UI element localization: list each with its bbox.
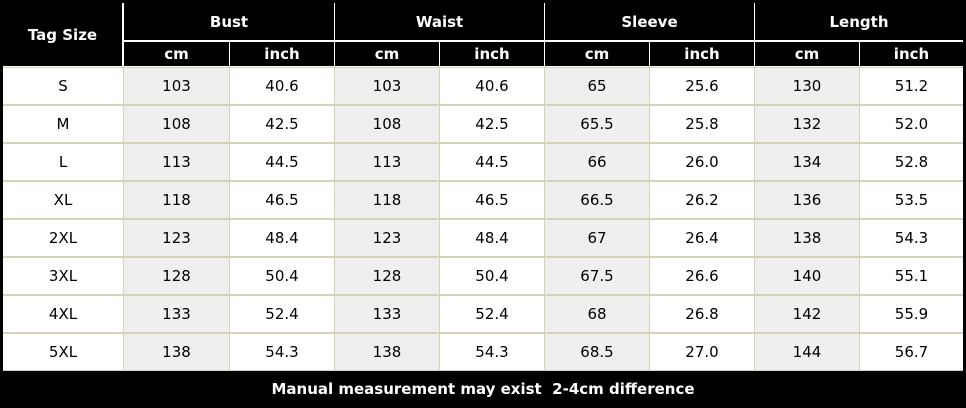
data-cell: 54.3 [860, 220, 963, 256]
data-cell: 26.0 [650, 144, 754, 180]
data-cell: 140 [755, 258, 859, 294]
data-cell: 68 [545, 296, 649, 332]
unit-cell: cm [545, 42, 649, 66]
data-cell: 46.5 [440, 182, 544, 218]
data-cell: 5XL [3, 334, 123, 370]
data-cell: 68.5 [545, 334, 649, 370]
data-cell: 50.4 [440, 258, 544, 294]
data-cell: 52.4 [440, 296, 544, 332]
data-cell: 53.5 [860, 182, 963, 218]
data-cell: 133 [335, 296, 439, 332]
data-cell: 25.6 [650, 68, 754, 104]
header-cell: Length [755, 3, 963, 40]
data-cell: 142 [755, 296, 859, 332]
data-cell: 130 [755, 68, 859, 104]
data-cell: L [3, 144, 123, 180]
data-cell: 67.5 [545, 258, 649, 294]
data-cell: 48.4 [230, 220, 334, 256]
data-cell: 4XL [3, 296, 123, 332]
data-cell: XL [3, 182, 123, 218]
header-cell: Sleeve [545, 3, 754, 40]
data-cell: 26.6 [650, 258, 754, 294]
data-cell: 138 [124, 334, 229, 370]
data-cell: 66 [545, 144, 649, 180]
unit-cell: inch [860, 42, 963, 66]
data-cell: 108 [335, 106, 439, 142]
data-cell: 25.8 [650, 106, 754, 142]
data-cell: 118 [335, 182, 439, 218]
data-cell: 40.6 [230, 68, 334, 104]
data-cell: 138 [335, 334, 439, 370]
data-cell: 52.8 [860, 144, 963, 180]
data-cell: 133 [124, 296, 229, 332]
unit-cell: inch [650, 42, 754, 66]
data-cell: 42.5 [440, 106, 544, 142]
data-cell: 65 [545, 68, 649, 104]
data-cell: S [3, 68, 123, 104]
data-cell: 103 [124, 68, 229, 104]
data-cell: 40.6 [440, 68, 544, 104]
data-cell: 123 [124, 220, 229, 256]
data-cell: 113 [335, 144, 439, 180]
data-cell: 128 [335, 258, 439, 294]
data-cell: 55.9 [860, 296, 963, 332]
data-cell: 42.5 [230, 106, 334, 142]
data-cell: 132 [755, 106, 859, 142]
data-cell: 51.2 [860, 68, 963, 104]
data-cell: 54.3 [440, 334, 544, 370]
data-cell: 26.8 [650, 296, 754, 332]
data-cell: 48.4 [440, 220, 544, 256]
data-cell: 65.5 [545, 106, 649, 142]
data-cell: 66.5 [545, 182, 649, 218]
data-cell: 54.3 [230, 334, 334, 370]
unit-cell: cm [124, 42, 229, 66]
data-cell: 26.2 [650, 182, 754, 218]
unit-cell: cm [335, 42, 439, 66]
footer-note: Manual measurement may exist 2-4cm diffe… [3, 373, 963, 405]
data-cell: 26.4 [650, 220, 754, 256]
data-cell: 136 [755, 182, 859, 218]
data-cell: 52.0 [860, 106, 963, 142]
data-cell: 103 [335, 68, 439, 104]
data-cell: 123 [335, 220, 439, 256]
data-cell: 52.4 [230, 296, 334, 332]
data-cell: 108 [124, 106, 229, 142]
data-cell: 44.5 [230, 144, 334, 180]
data-cell: 44.5 [440, 144, 544, 180]
unit-cell: inch [230, 42, 334, 66]
data-cell: 56.7 [860, 334, 963, 370]
unit-cell: cm [755, 42, 859, 66]
data-cell: 128 [124, 258, 229, 294]
data-cell: 3XL [3, 258, 123, 294]
data-cell: 46.5 [230, 182, 334, 218]
data-cell: 134 [755, 144, 859, 180]
data-cell: 144 [755, 334, 859, 370]
data-cell: 138 [755, 220, 859, 256]
unit-cell: inch [440, 42, 544, 66]
header-cell: Tag Size [3, 3, 122, 66]
data-cell: M [3, 106, 123, 142]
data-cell: 27.0 [650, 334, 754, 370]
data-cell: 50.4 [230, 258, 334, 294]
header-cell: Bust [124, 3, 334, 40]
data-cell: 2XL [3, 220, 123, 256]
data-cell: 113 [124, 144, 229, 180]
data-cell: 118 [124, 182, 229, 218]
data-cell: 55.1 [860, 258, 963, 294]
data-cell: 67 [545, 220, 649, 256]
header-cell: Waist [335, 3, 544, 40]
